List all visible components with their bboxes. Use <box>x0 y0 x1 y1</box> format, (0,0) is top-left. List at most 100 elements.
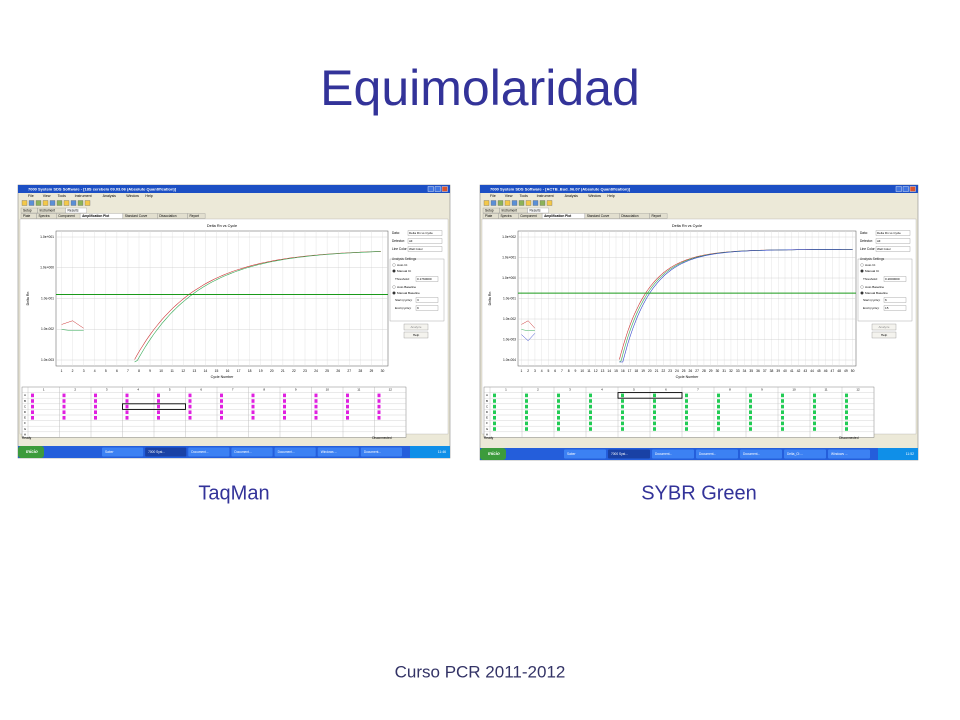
well-mark[interactable] <box>346 393 349 398</box>
well-mark[interactable] <box>749 404 752 409</box>
field[interactable] <box>883 297 907 303</box>
well-mark[interactable] <box>685 404 688 409</box>
well-mark[interactable] <box>813 416 816 420</box>
well-mark[interactable] <box>220 393 223 398</box>
field-value[interactable]: 9 <box>417 306 419 310</box>
well-mark[interactable] <box>377 416 381 420</box>
well-mark[interactable] <box>717 399 720 403</box>
toolbar-icon[interactable] <box>84 200 91 206</box>
well-mark[interactable] <box>62 399 66 403</box>
well-mark[interactable] <box>220 399 223 403</box>
setting-field[interactable] <box>407 230 443 236</box>
well-mark[interactable] <box>314 416 318 420</box>
well-mark[interactable] <box>621 427 624 431</box>
button-label[interactable]: Analyze <box>410 325 421 329</box>
well-mark[interactable] <box>781 416 784 420</box>
well-mark[interactable] <box>685 416 688 420</box>
task-item-label[interactable]: Document... <box>699 452 716 456</box>
well-mark[interactable] <box>717 404 720 409</box>
well-mark[interactable] <box>685 421 688 426</box>
well-mark[interactable] <box>525 399 528 403</box>
toolbar-icon[interactable] <box>49 200 56 206</box>
field[interactable] <box>883 305 907 311</box>
top-tab[interactable] <box>527 207 549 214</box>
menu-item[interactable]: Analysis <box>103 194 117 198</box>
well-mark[interactable] <box>220 404 223 409</box>
well-mark[interactable] <box>94 416 97 420</box>
toolbar-icon[interactable] <box>28 200 35 206</box>
task-item-label[interactable]: Document... <box>743 452 760 456</box>
well-mark[interactable] <box>377 393 381 398</box>
button-label[interactable]: Help <box>881 333 888 337</box>
menu-item[interactable]: Window <box>588 194 601 198</box>
task-item[interactable] <box>188 447 230 457</box>
well-mark[interactable] <box>621 399 624 403</box>
well-mark[interactable] <box>653 427 656 431</box>
setting-value[interactable]: Well Color <box>877 247 891 251</box>
well-mark[interactable] <box>589 410 592 414</box>
well-mark[interactable] <box>62 404 66 409</box>
tab-label[interactable]: Component <box>520 214 537 218</box>
tab-label[interactable]: Dissociation <box>621 214 638 218</box>
setting-value[interactable]: All <box>409 239 413 243</box>
window-button[interactable] <box>902 186 909 192</box>
tab-label[interactable]: Spectra <box>39 214 50 218</box>
well-mark[interactable] <box>781 427 784 431</box>
toolbar-icon[interactable] <box>539 200 546 206</box>
toolbar-icon[interactable] <box>490 200 497 206</box>
well-mark[interactable] <box>493 399 496 403</box>
task-item-label[interactable]: Document... <box>364 450 381 454</box>
well-mark[interactable] <box>653 404 656 409</box>
button[interactable] <box>403 323 429 331</box>
well-mark[interactable] <box>621 393 624 398</box>
well-mark[interactable] <box>525 416 528 420</box>
tab-label[interactable]: Standard Curve <box>125 214 148 218</box>
well-mark[interactable] <box>717 393 720 398</box>
well-mark[interactable] <box>781 399 784 403</box>
field[interactable] <box>415 305 439 311</box>
start-button[interactable] <box>480 448 506 460</box>
top-tab-label[interactable]: Instrument <box>502 208 518 212</box>
toolbar-icon[interactable] <box>42 200 49 206</box>
start-button[interactable] <box>18 446 44 458</box>
task-item[interactable] <box>740 449 782 459</box>
well-mark[interactable] <box>493 416 496 420</box>
well-mark[interactable] <box>157 404 160 409</box>
well-mark[interactable] <box>377 410 381 414</box>
field-value[interactable]: 3 <box>417 298 419 302</box>
toolbar-icon[interactable] <box>63 200 70 206</box>
well-mark[interactable] <box>377 404 381 409</box>
well-mark[interactable] <box>251 393 255 398</box>
well-mark[interactable] <box>749 410 752 414</box>
task-item-label[interactable]: Document... <box>278 450 295 454</box>
well-mark[interactable] <box>685 410 688 414</box>
tab-label[interactable]: Plate <box>23 214 30 218</box>
well-mark[interactable] <box>589 421 592 426</box>
well-mark[interactable] <box>157 410 160 414</box>
task-item-label[interactable]: Saber <box>105 450 114 454</box>
setting-value[interactable]: Well Color <box>409 247 423 251</box>
well-mark[interactable] <box>749 399 752 403</box>
well-mark[interactable] <box>589 404 592 409</box>
well-mark[interactable] <box>125 404 129 409</box>
well-mark[interactable] <box>346 410 349 414</box>
field[interactable] <box>415 276 439 282</box>
well-mark[interactable] <box>781 404 784 409</box>
well-mark[interactable] <box>525 393 528 398</box>
well-mark[interactable] <box>557 427 560 431</box>
well-mark[interactable] <box>188 393 192 398</box>
task-item[interactable] <box>564 449 606 459</box>
tab-label[interactable]: Report <box>190 214 200 218</box>
toolbar-icon[interactable] <box>518 200 525 206</box>
well-mark[interactable] <box>621 404 624 409</box>
well-mark[interactable] <box>845 404 848 409</box>
radio[interactable] <box>860 263 864 267</box>
well-mark[interactable] <box>94 393 97 398</box>
well-mark[interactable] <box>94 404 97 409</box>
task-item[interactable] <box>274 447 316 457</box>
task-item-label[interactable]: Document... <box>655 452 672 456</box>
start-label[interactable]: Inicio <box>26 449 38 454</box>
task-item[interactable] <box>231 447 273 457</box>
well-mark[interactable] <box>188 399 192 403</box>
well-mark[interactable] <box>845 421 848 426</box>
